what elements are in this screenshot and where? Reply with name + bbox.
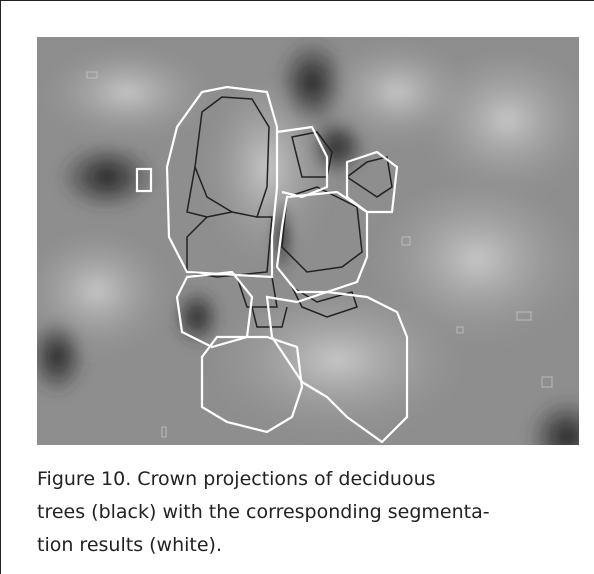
caption-line: Figure 10. Crown projections of deciduou… [37,463,582,496]
caption-line: trees (black) with the corresponding seg… [37,496,582,529]
caption-line: tion results (white). [37,529,582,562]
page-frame: Figure 10. Crown projections of deciduou… [0,0,594,574]
figure-caption: Figure 10. Crown projections of deciduou… [37,463,582,562]
aerial-image [37,37,579,445]
